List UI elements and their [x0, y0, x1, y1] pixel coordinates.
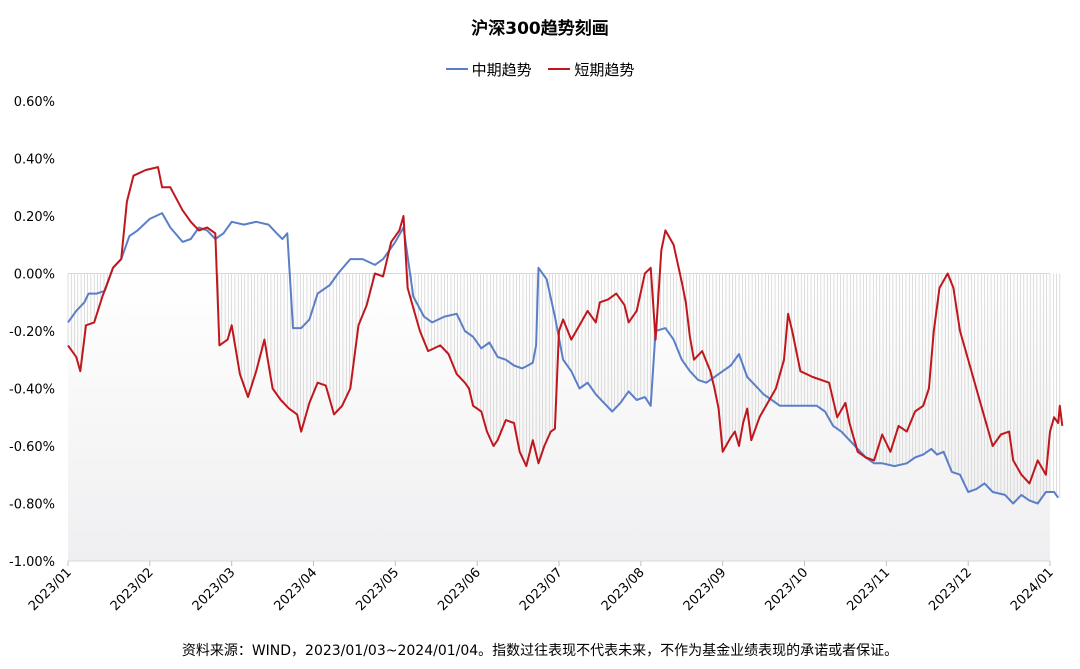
y-tick-label: -0.80%	[9, 498, 55, 513]
x-tick-label: 2023/10	[763, 565, 812, 614]
legend-item-mid: 中期趋势	[445, 59, 532, 80]
x-tick-label: 2023/02	[108, 565, 157, 614]
legend-swatch-mid	[445, 68, 468, 70]
y-tick-label: 0.20%	[14, 210, 55, 225]
legend-swatch-short	[548, 68, 571, 70]
x-tick-label: 2023/01	[26, 565, 75, 614]
x-tick-label: 2023/07	[517, 565, 566, 614]
y-tick-label: 0.60%	[14, 95, 55, 110]
y-tick-label: -0.20%	[9, 325, 55, 340]
y-tick-label: -1.00%	[9, 555, 55, 570]
chart-title: 沪深300趋势刻画	[471, 19, 609, 39]
series-line-mid	[67, 212, 1060, 505]
x-tick-label: 2024/01	[1008, 565, 1057, 614]
x-tick-label: 2023/03	[190, 565, 239, 614]
y-tick-label: -0.40%	[9, 383, 55, 398]
series-lines	[67, 166, 1064, 505]
legend-item-short: 短期趋势	[548, 59, 634, 80]
y-tick-label: 0.40%	[14, 153, 55, 168]
legend-label-short: 短期趋势	[574, 60, 635, 79]
x-tick-label: 2023/08	[599, 565, 648, 614]
footnote: 资料来源：WIND，2023/01/03~2024/01/04。指数过往表现不代…	[181, 643, 899, 659]
x-tick-label: 2023/06	[435, 565, 484, 614]
x-tick-label: 2023/12	[926, 565, 975, 614]
x-tick-label: 2023/05	[353, 565, 402, 614]
x-tick-label: 2023/11	[844, 565, 893, 614]
x-tick-label: 2023/09	[681, 565, 730, 614]
legend-label-mid: 中期趋势	[471, 60, 532, 79]
y-tick-label: -0.60%	[9, 440, 55, 455]
y-tick-label: 0.00%	[14, 268, 55, 283]
x-tick-label: 2023/04	[272, 565, 321, 614]
legend: 中期趋势 短期趋势	[0, 56, 1080, 80]
x-axis: 2023/01 2023/02 2023/03 2023/04 2023/05 2023/…	[26, 561, 1057, 614]
series-line-short	[67, 166, 1064, 485]
